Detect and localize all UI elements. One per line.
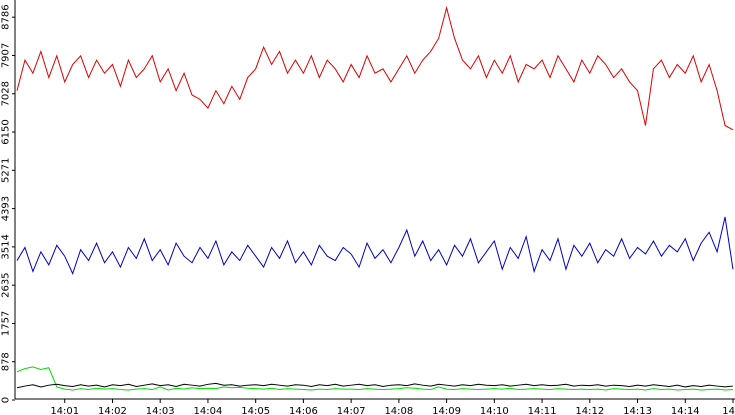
x-tick-label: 14:04 — [194, 406, 223, 415]
x-tick-label: 14:02 — [98, 406, 127, 415]
x-tick-label: 14:13 — [623, 406, 652, 415]
x-tick-label: 14:12 — [575, 406, 604, 415]
x-tick-label: 14:08 — [384, 406, 413, 415]
x-tick-label: 14:09 — [432, 406, 461, 415]
y-tick-label: 1757 — [0, 311, 11, 336]
x-tick-label: 14:05 — [241, 406, 270, 415]
x-tick-label: 14:03 — [146, 406, 175, 415]
x-tick-label: 14:11 — [528, 406, 557, 415]
x-tick-label: 14:06 — [289, 406, 318, 415]
y-tick-label: 6150 — [0, 119, 11, 144]
y-tick-label: 4393 — [0, 196, 11, 221]
x-tick-label: 14:14 — [671, 406, 700, 415]
y-tick-label: 7028 — [0, 81, 11, 106]
series-line — [16, 366, 734, 391]
x-tick-label: 14 — [722, 406, 735, 415]
y-tick-label: 7907 — [0, 43, 11, 68]
y-tick-label: 0 — [0, 397, 11, 403]
series-line — [16, 5, 734, 131]
series-line — [16, 216, 734, 276]
y-tick-label: 8786 — [0, 4, 11, 29]
x-tick-label: 14:01 — [50, 406, 79, 415]
x-tick-label: 14:07 — [337, 406, 366, 415]
y-tick-label: 3514 — [0, 234, 11, 259]
y-tick-label: 5271 — [0, 158, 11, 183]
y-tick-label: 2635 — [0, 272, 11, 297]
y-tick-label: 878 — [0, 352, 11, 371]
series-line — [16, 382, 734, 389]
x-tick-label: 14:10 — [480, 406, 509, 415]
